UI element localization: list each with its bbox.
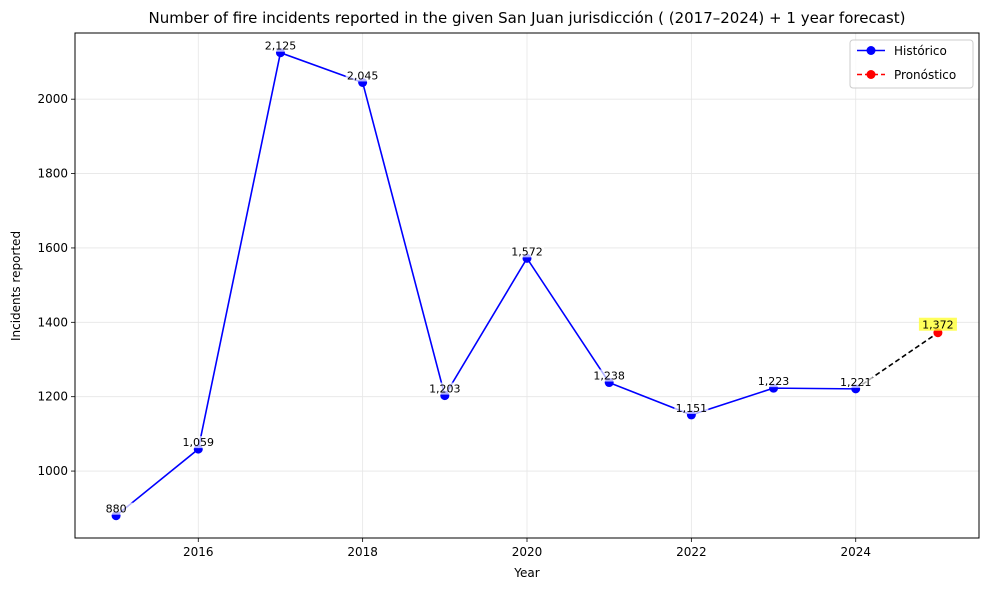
historico-series-line xyxy=(115,51,856,517)
grid-lines xyxy=(75,33,979,538)
legend: Histórico Pronóstico xyxy=(849,39,974,89)
y-tick-label: 1600 xyxy=(37,241,68,255)
data-label: 2,045 xyxy=(347,69,379,82)
data-label-background xyxy=(263,39,298,52)
y-tick-label: 1200 xyxy=(37,390,68,404)
data-label: 1,223 xyxy=(758,375,790,388)
x-axis-title: Year xyxy=(513,566,539,580)
data-label: 1,203 xyxy=(429,383,461,396)
data-label-background xyxy=(592,369,627,382)
legend-label-historico: Histórico xyxy=(894,44,947,58)
x-tick-label: 2022 xyxy=(676,545,707,559)
axis-ticks: 2016 2018 2020 2022 2024 1000 1200 1400 1600 1800… xyxy=(37,92,871,559)
data-label: 1,238 xyxy=(593,370,625,383)
data-label-background xyxy=(99,502,134,515)
y-axis-title: Incidents reported xyxy=(9,231,23,341)
data-label: 1,059 xyxy=(183,436,215,449)
data-label-background xyxy=(756,375,791,388)
data-label-background xyxy=(181,436,216,449)
x-tick-label: 2018 xyxy=(347,545,378,559)
y-tick-label: 1400 xyxy=(37,315,68,329)
forecast-label-highlight xyxy=(918,317,957,331)
y-tick-label: 1000 xyxy=(37,464,68,478)
data-label: 2,125 xyxy=(265,40,297,53)
data-label: 1,221 xyxy=(840,376,872,389)
y-tick-label: 2000 xyxy=(37,92,68,106)
x-tick-label: 2020 xyxy=(512,545,543,559)
chart-title: Number of fire incidents reported in the… xyxy=(149,9,906,27)
legend-marker-historico xyxy=(866,46,876,55)
legend-marker-pronostico xyxy=(866,70,876,79)
data-label-background xyxy=(345,69,380,82)
legend-label-pronostico: Pronóstico xyxy=(894,68,956,82)
data-label: 1,151 xyxy=(676,402,708,415)
data-label-background xyxy=(838,375,873,388)
forecast-data-label: 1,372 xyxy=(922,319,954,332)
data-label: 880 xyxy=(106,503,127,516)
legend-box xyxy=(849,39,974,89)
data-label-background xyxy=(427,382,462,395)
data-labels: 880 1,059 2,125 2,045 1,203 1,572 1,238 1,151 1,… xyxy=(99,39,957,516)
x-tick-label: 2024 xyxy=(840,545,871,559)
data-label: 1,572 xyxy=(511,245,543,258)
data-label-background xyxy=(510,245,544,258)
data-label-background xyxy=(674,401,709,414)
y-tick-label: 1800 xyxy=(37,167,68,181)
x-tick-label: 2016 xyxy=(183,545,214,559)
